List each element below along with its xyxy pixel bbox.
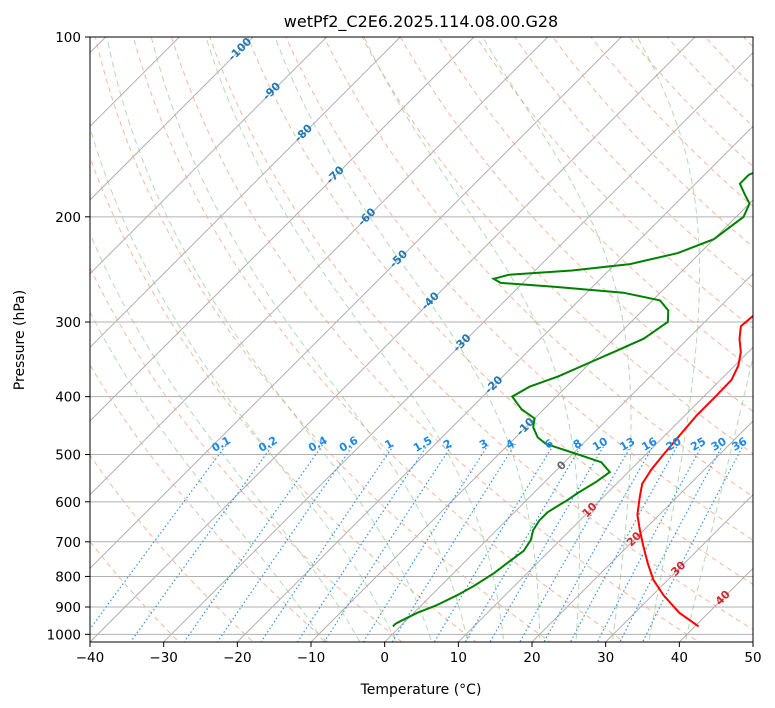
y-tick-label: 100 [55,30,81,46]
y-tick-label: 800 [55,569,81,585]
x-tick-label: 50 [744,650,761,666]
isotherm-line [90,37,181,128]
mixing-ratio-line [519,443,633,642]
isotherm-line [310,199,753,642]
mixing-ratio-line [569,443,679,642]
plot-frame [89,36,754,643]
dry-adiabat [132,37,626,642]
dry-adiabat [552,37,753,248]
y-tick-label: 1000 [47,627,81,643]
isotherm-line [90,37,696,642]
isotherm-line [236,125,753,642]
moist-adiabat [363,37,581,642]
moist-adiabat [106,37,433,642]
moist-adiabat [274,37,541,642]
y-tick-label: 300 [55,315,81,331]
dry-adiabat [514,37,753,289]
mixing-ratio-line [464,443,584,642]
isotherm-line [90,37,254,201]
isotherm-line [90,37,328,275]
y-tick-label: 400 [55,390,81,406]
y-tick-label: 600 [55,495,81,511]
x-tick-label: 20 [523,650,540,666]
x-tick-label: −10 [297,650,326,666]
isotherm-line [90,37,623,570]
moist-adiabat [90,232,361,642]
mixing-ratio-line [619,443,724,642]
dry-adiabat [90,540,180,642]
x-axis-label: Temperature (°C) [360,682,482,698]
x-tick-label: −30 [149,650,178,666]
mixing-ratio-line [90,443,228,630]
mixing-ratio-line [641,443,745,642]
dry-adiabat [590,37,753,208]
isotherm-line [90,37,549,496]
dry-adiabat [171,37,700,642]
dry-adiabat [755,10,775,659]
isotherm-line [90,37,475,422]
y-tick-label: 700 [55,535,81,551]
mixing-ratio-line [489,443,606,642]
moist-adiabat [205,37,505,642]
moist-adiabat [684,354,753,642]
mixing-ratio-line [260,443,396,642]
x-tick-label: 40 [671,650,688,666]
dry-adiabat [285,37,753,541]
mixing-ratio-line [543,443,655,642]
dewpoint-profile [392,172,753,628]
y-tick-label: 500 [55,448,81,464]
x-tick-label: −40 [76,650,105,666]
mixing-ratio-line [129,443,275,642]
x-tick-label: 30 [597,650,614,666]
moist-adiabat [482,37,632,642]
isotherm-line [162,51,753,642]
isotherm-line [604,493,753,642]
chart-title: wetPf2_C2E6.2025.114.08.00.G28 [284,12,558,32]
isotherm-line [457,346,753,642]
isotherm-line [531,420,753,642]
isotherm-line [0,10,59,659]
y-tick-label: 900 [55,600,81,616]
temperature-profile [636,314,753,628]
moist-adiabat [90,310,325,642]
y-tick-label: 200 [55,210,81,226]
plot-background [90,37,753,642]
y-axis-label: Pressure (hPa) [12,290,28,390]
isotherm-line [383,272,753,642]
isotherm-line [90,37,402,349]
dry-adiabat [90,155,477,642]
dry-adiabat [209,37,753,631]
mixing-ratio-line [296,443,429,642]
mixing-ratio-line [433,443,555,642]
moist-adiabat [636,37,701,642]
x-tick-label: 10 [450,650,467,666]
dry-adiabat [90,266,403,642]
x-tick-label: −20 [223,650,252,666]
moist-adiabat [90,126,397,642]
moist-adiabat [150,37,469,642]
mixing-ratio-line [323,443,454,642]
x-tick-label: 0 [380,650,389,666]
dry-adiabat [247,37,753,586]
